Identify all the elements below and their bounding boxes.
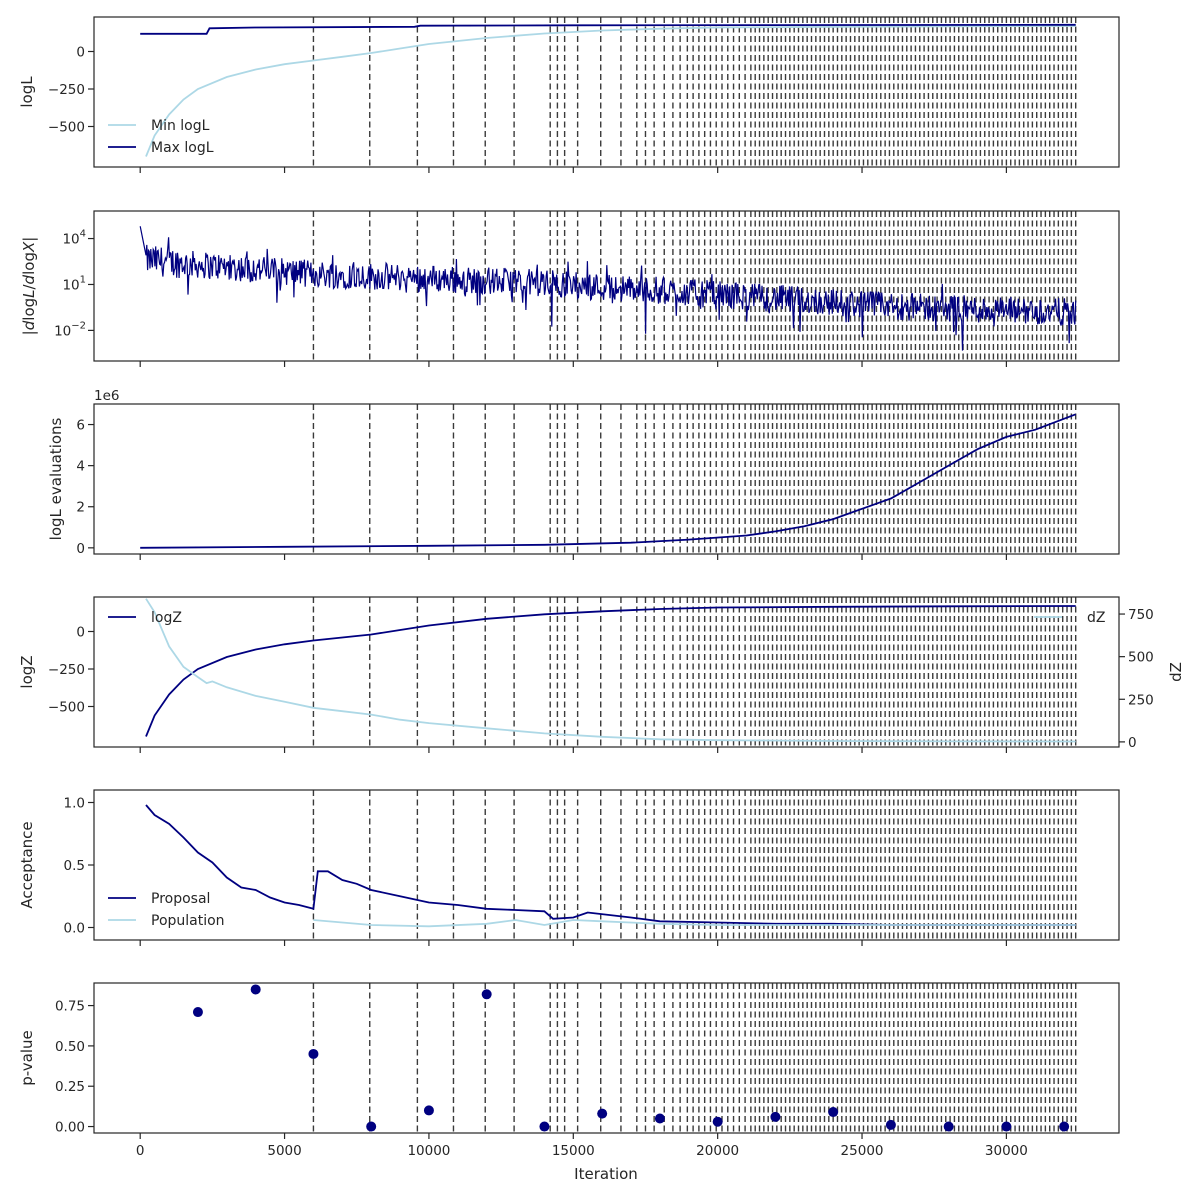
max-logl-line bbox=[140, 23, 1076, 35]
y2-tick-label: 250 bbox=[1128, 692, 1154, 708]
y2-tick-label: 500 bbox=[1128, 650, 1154, 666]
data-point bbox=[250, 984, 261, 995]
panel-6: 0 5000 10000 15000 20000 25000 30000 0.00 0.25 0.… bbox=[18, 982, 1120, 1159]
data-point bbox=[1059, 1121, 1070, 1132]
y-tick-label: −500 bbox=[48, 700, 85, 716]
dz-line bbox=[145, 598, 1076, 743]
series-group bbox=[140, 413, 1077, 549]
data-point bbox=[481, 989, 492, 1000]
legend-label: logZ bbox=[151, 610, 182, 626]
legend: Min logL Max logL bbox=[108, 118, 214, 156]
x-axis-label: Iteration bbox=[574, 1165, 638, 1183]
legend-label: Max logL bbox=[151, 140, 214, 156]
x-tick-label: 10000 bbox=[407, 1143, 450, 1159]
data-point bbox=[712, 1116, 723, 1127]
data-point bbox=[366, 1121, 377, 1132]
x-tick-label: 20000 bbox=[696, 1143, 739, 1159]
data-point bbox=[308, 1048, 319, 1059]
logz-line bbox=[145, 605, 1076, 737]
legend-label: Population bbox=[151, 913, 225, 929]
y-tick-label: 0.0 bbox=[64, 921, 85, 937]
y-axis-label: Acceptance bbox=[18, 821, 36, 908]
y-tick-label: −500 bbox=[48, 120, 85, 136]
resume-markers bbox=[312, 211, 1077, 361]
y-tick-label: 0.5 bbox=[64, 858, 85, 874]
panel-1: 0 −250 −500 logL Min logL Max logL bbox=[18, 16, 1120, 173]
resume-markers bbox=[312, 790, 1077, 940]
y-tick-label: −250 bbox=[48, 662, 85, 678]
legend: Proposal Population bbox=[108, 891, 225, 929]
y-tick-label: 4 bbox=[76, 459, 85, 475]
data-point bbox=[192, 1007, 203, 1018]
y-tick-label: 10−2 bbox=[54, 320, 86, 339]
y2-tick-label: 0 bbox=[1128, 735, 1137, 751]
proposal-line bbox=[145, 804, 1076, 926]
series-group bbox=[145, 804, 1076, 928]
panel-4: 0 −250 −500 0 250 500 750 dZ logZ logZ dZ bbox=[18, 596, 1185, 753]
data-point bbox=[654, 1113, 665, 1124]
y2-axis-label: dZ bbox=[1167, 662, 1185, 682]
resume-markers bbox=[312, 17, 1077, 167]
axes-frame bbox=[93, 16, 1120, 168]
panel-5: 0.0 0.5 1.0 Acceptance Proposal Population bbox=[18, 789, 1120, 946]
y-tick-label: 0.75 bbox=[55, 999, 85, 1015]
data-point bbox=[597, 1108, 608, 1119]
y-tick-label: 0 bbox=[76, 541, 85, 557]
legend-label: dZ bbox=[1087, 610, 1105, 626]
x-tick-label: 30000 bbox=[985, 1143, 1028, 1159]
min-logl-line bbox=[145, 25, 1076, 157]
series-group bbox=[192, 984, 1070, 1132]
y-tick-label: 0 bbox=[76, 625, 85, 641]
data-point bbox=[885, 1119, 896, 1130]
x-tick-label: 5000 bbox=[267, 1143, 301, 1159]
legend-left: logZ bbox=[108, 610, 182, 626]
data-point bbox=[539, 1121, 550, 1132]
panel-3: 0 2 4 6 1e6 logL evaluations bbox=[47, 388, 1120, 560]
x-tick-label: 25000 bbox=[841, 1143, 884, 1159]
y-tick-label: 104 bbox=[62, 229, 86, 248]
legend-label: Proposal bbox=[151, 891, 210, 907]
resume-markers bbox=[312, 983, 1077, 1133]
derivative-line bbox=[139, 226, 1077, 351]
axes-frame bbox=[93, 982, 1120, 1134]
axes-frame bbox=[93, 596, 1120, 748]
data-point bbox=[770, 1111, 781, 1122]
series-group bbox=[140, 23, 1076, 157]
y-axis-label: |dlogL/dlogX| bbox=[20, 237, 38, 336]
axes-frame bbox=[93, 403, 1120, 555]
y-tick-label: −250 bbox=[48, 82, 85, 98]
x-tick-label: 15000 bbox=[552, 1143, 595, 1159]
y-axis-label: logL evaluations bbox=[47, 417, 65, 540]
axes-frame bbox=[93, 210, 1120, 362]
y2-tick-label: 750 bbox=[1128, 607, 1154, 623]
data-point bbox=[943, 1121, 954, 1132]
series-line bbox=[140, 413, 1077, 549]
axes-frame bbox=[93, 789, 1120, 941]
y-tick-label: 101 bbox=[62, 274, 86, 293]
legend-right: dZ bbox=[1034, 610, 1105, 626]
y-axis-label: logL bbox=[18, 76, 36, 108]
resume-markers bbox=[312, 404, 1077, 554]
y-tick-label: 0 bbox=[76, 45, 85, 61]
y-tick-label: 2 bbox=[76, 500, 85, 516]
offset-text: 1e6 bbox=[94, 388, 119, 404]
y-tick-label: 6 bbox=[76, 418, 85, 434]
y-axis-label: p-value bbox=[18, 1030, 36, 1086]
population-line bbox=[313, 919, 1076, 928]
resume-markers bbox=[312, 597, 1077, 747]
panel-2: 104 101 10−2 |dlogL/dlogX| bbox=[20, 210, 1120, 367]
data-point bbox=[423, 1105, 434, 1116]
series-group bbox=[145, 598, 1076, 743]
x-tick-label: 0 bbox=[136, 1143, 145, 1159]
y-tick-label: 0.00 bbox=[55, 1120, 85, 1136]
y-tick-label: 1.0 bbox=[64, 796, 85, 812]
data-point bbox=[828, 1107, 839, 1118]
y-axis-label: logZ bbox=[18, 655, 36, 688]
y-tick-label: 0.50 bbox=[55, 1039, 85, 1055]
data-point bbox=[1001, 1121, 1012, 1132]
series-group bbox=[139, 226, 1077, 351]
y-tick-label: 0.25 bbox=[55, 1079, 85, 1095]
legend-label: Min logL bbox=[151, 118, 210, 134]
